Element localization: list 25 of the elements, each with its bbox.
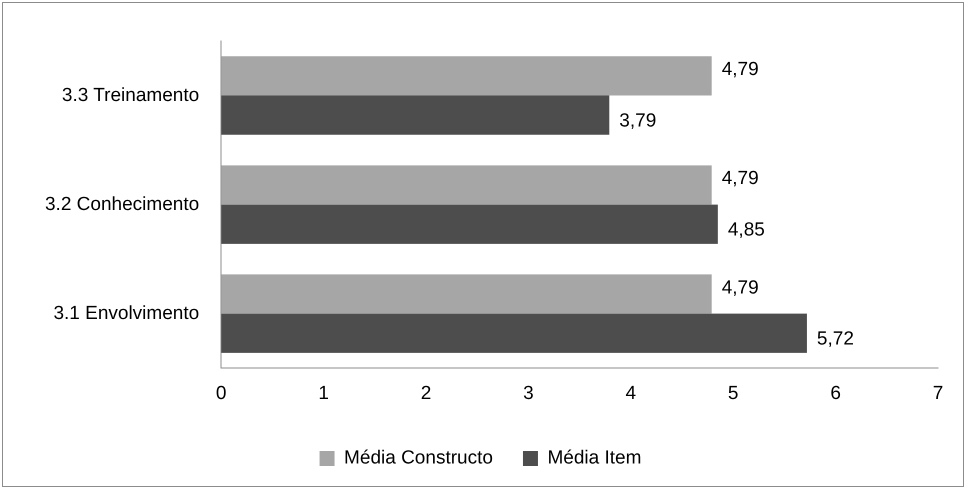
bar <box>221 274 712 314</box>
x-tick-label: 2 <box>420 382 432 404</box>
x-tick-label: 0 <box>216 382 226 404</box>
bar <box>221 56 712 96</box>
data-label: 4,85 <box>728 219 765 240</box>
bar <box>221 204 718 244</box>
bar <box>221 314 807 353</box>
data-label: 4,79 <box>722 168 759 190</box>
x-tick-label: 1 <box>318 382 329 404</box>
x-tick-label: 5 <box>728 382 738 404</box>
y-tick-label: 3.1 Envolvimento <box>53 302 200 324</box>
data-label: 4,79 <box>722 59 759 80</box>
data-label: 4,79 <box>722 277 759 298</box>
bar <box>221 165 712 205</box>
legend-label: Média Constructo <box>344 448 493 469</box>
y-tick-label: 3.3 Treinamento <box>62 84 200 106</box>
legend-label: Média Item <box>547 448 642 469</box>
bar <box>221 96 610 135</box>
data-label: 3,79 <box>619 110 656 132</box>
x-tick-label: 4 <box>626 382 637 404</box>
data-label: 5,72 <box>816 328 854 350</box>
x-tick-label: 7 <box>932 382 944 404</box>
x-tick-label: 6 <box>830 382 841 404</box>
y-tick-label: 3.2 Conhecimento <box>44 194 200 215</box>
x-tick-label: 3 <box>523 382 534 404</box>
